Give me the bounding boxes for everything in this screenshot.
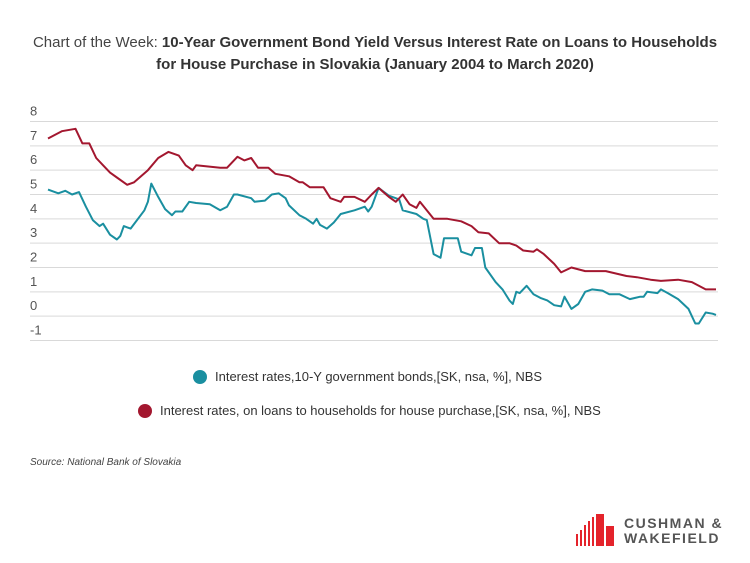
legend-marker-bonds xyxy=(193,369,207,384)
logo-text: CUSHMAN & WAKEFIELD xyxy=(624,516,723,546)
chart-title-line2: for House Purchase in Slovakia (January … xyxy=(0,54,750,76)
y-tick-label: 7 xyxy=(30,128,37,143)
logo-line1: CUSHMAN & xyxy=(624,515,724,531)
chart-title-line1: Chart of the Week: 10-Year Government Bo… xyxy=(0,32,750,54)
y-tick-label: 0 xyxy=(30,298,37,313)
y-tick-label: 2 xyxy=(30,250,37,265)
series-lines xyxy=(47,127,717,325)
y-tick-label: 5 xyxy=(30,177,37,192)
cushman-wakefield-logo: CUSHMAN & WAKEFIELD xyxy=(576,514,723,546)
series-line-loans xyxy=(47,127,716,291)
legend-marker-loans xyxy=(138,403,152,418)
logo-line2: WAKEFIELD xyxy=(624,530,720,546)
title-prefix: Chart of the Week: xyxy=(32,34,162,51)
y-tick-label: 8 xyxy=(30,104,37,119)
y-axis-labels: 8 7 6 5 4 3 2 1 0 -1 xyxy=(30,104,42,338)
y-tick-label: -1 xyxy=(30,323,42,338)
y-tick-label: 3 xyxy=(30,225,37,240)
legend-label-loans: Interest rates, on loans to households f… xyxy=(160,403,601,418)
legend-item-bonds[interactable]: Interest rates,10-Y government bonds,[SK… xyxy=(193,369,542,384)
legend-label-bonds: Interest rates,10-Y government bonds,[SK… xyxy=(215,369,543,384)
source-note: Source: National Bank of Slovakia xyxy=(30,457,182,468)
building-logo-icon xyxy=(576,514,614,546)
title-bold-1: 10-Year Government Bond Yield Versus Int… xyxy=(161,34,718,51)
gridlines xyxy=(30,121,718,341)
title-bold-2: for House Purchase in Slovakia (January … xyxy=(156,56,594,73)
legend-item-loans[interactable]: Interest rates, on loans to households f… xyxy=(138,403,601,418)
y-tick-label: 1 xyxy=(30,274,37,289)
series-line-bonds xyxy=(47,182,717,325)
y-tick-label: 4 xyxy=(30,201,37,216)
y-tick-label: 6 xyxy=(30,152,37,167)
